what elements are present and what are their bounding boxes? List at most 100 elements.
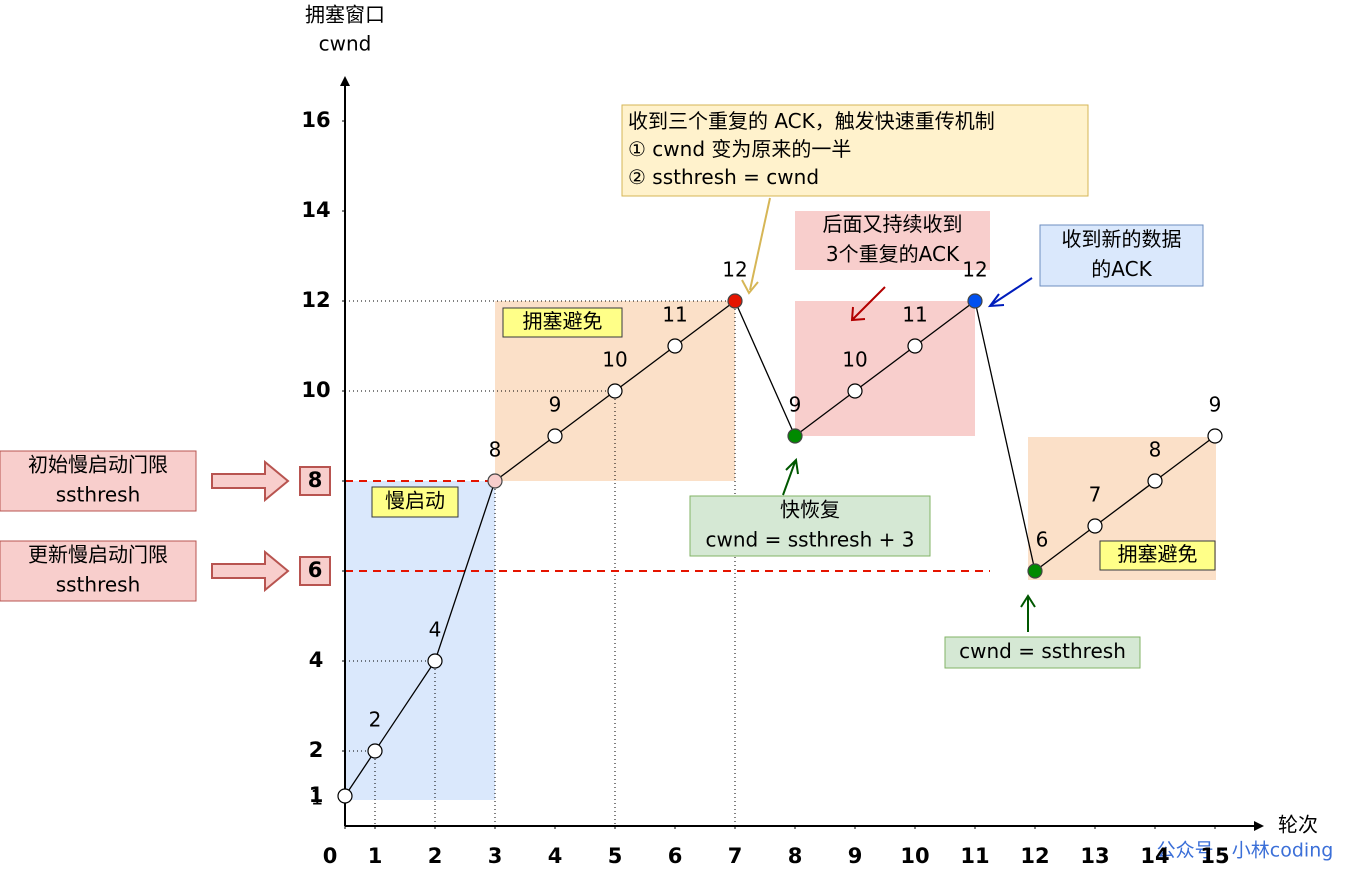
- annotation-text: 拥塞避免: [523, 309, 603, 333]
- point: [427, 653, 443, 669]
- annotation-box: [502, 307, 623, 338]
- point-label: 4: [429, 618, 442, 642]
- annotation-text: 的ACK: [1091, 257, 1152, 281]
- annotation-text: ① cwnd 变为原来的一半: [628, 137, 851, 161]
- point: [907, 338, 923, 354]
- point-label: 12: [722, 258, 747, 282]
- x-tick-label: 14: [1140, 844, 1169, 868]
- point: [487, 473, 503, 489]
- x-tick-label: 2: [428, 844, 443, 868]
- annotation-box: [689, 495, 931, 557]
- annotation-box: [0, 540, 197, 602]
- x-tick-label: 4: [548, 844, 563, 868]
- point: [547, 428, 563, 444]
- point: [367, 743, 383, 759]
- y-tick-label: 1: [309, 783, 324, 807]
- point-label: 1: [311, 786, 324, 810]
- callout-arrow: [741, 279, 759, 295]
- callout-arrow: [782, 457, 799, 496]
- annotation-text: ssthresh: [56, 573, 141, 597]
- annotation-text: 快恢复: [780, 498, 840, 522]
- annotations: 收到三个重复的 ACK，触发快速重传机制 ① cwnd 变为原来的一半 ② ssth…: [0, 104, 1216, 669]
- annotation-text: 3个重复的ACK: [826, 242, 960, 266]
- x-tick-label: 0: [323, 844, 338, 868]
- point-label: 6: [1036, 528, 1049, 552]
- point-label: 2: [369, 708, 382, 732]
- annotation-box: [0, 450, 197, 512]
- x-tick-label: 7: [728, 844, 743, 868]
- point-label: 12: [962, 258, 987, 282]
- point: [727, 293, 743, 309]
- point: [787, 428, 803, 444]
- x-tick-label: 15: [1200, 844, 1229, 868]
- point-label: 9: [1209, 393, 1222, 417]
- annotation-text: 收到新的数据: [1062, 227, 1182, 251]
- pointer-arrow: [211, 459, 290, 503]
- annotation-text: cwnd = ssthresh: [959, 639, 1126, 663]
- ssthresh-lines: [345, 480, 990, 572]
- point-label: 9: [789, 393, 802, 417]
- y-tick-label: 4: [309, 648, 324, 672]
- point: [967, 293, 983, 309]
- big-arrows: [211, 459, 290, 593]
- y-axis-title: cwnd: [319, 32, 372, 56]
- guides: [345, 300, 736, 826]
- y-axis-title: 拥塞窗口: [305, 3, 385, 27]
- annotation-text: 慢启动: [385, 489, 445, 513]
- callout-arrow: [987, 277, 1033, 308]
- annotation-box: [371, 486, 459, 518]
- x-tick-label: 12: [1020, 844, 1049, 868]
- point-label: 8: [1149, 438, 1162, 462]
- callout-arrow: [850, 286, 886, 322]
- y-tick-label: 8: [308, 468, 323, 492]
- cwnd-line: [344, 299, 1216, 797]
- callout-arrow: [1020, 594, 1036, 632]
- point-label: 7: [1089, 483, 1102, 507]
- annotation-text: 拥塞避免: [1118, 542, 1198, 566]
- small-arrows: [741, 197, 1036, 632]
- y-tick-label: 14: [301, 198, 330, 222]
- point: [667, 338, 683, 354]
- annotation-box: [944, 636, 1141, 669]
- x-axis-title: 轮次: [1278, 813, 1318, 837]
- watermark: 公众号 · 小林coding: [1157, 840, 1334, 862]
- point: [337, 788, 353, 804]
- annotation-box: [621, 104, 1089, 197]
- x-tick-label: 11: [960, 844, 989, 868]
- x-tick-label: 8: [788, 844, 803, 868]
- point: [847, 383, 863, 399]
- annotation-text: 初始慢启动门限: [28, 453, 168, 477]
- x-tick-label: 1: [368, 844, 383, 868]
- x-tick-label: 9: [848, 844, 863, 868]
- x-tick-label: 3: [488, 844, 503, 868]
- point-label: 10: [842, 348, 867, 372]
- y-tick-label: 2: [309, 738, 324, 762]
- point: [1147, 473, 1163, 489]
- point: [1027, 563, 1043, 579]
- point: [607, 383, 623, 399]
- annotation-box: [795, 211, 990, 270]
- y-tick-label: 16: [301, 108, 330, 132]
- y-tick-label: 12: [301, 288, 330, 312]
- annotation-box: [1039, 224, 1204, 287]
- point-label: 11: [662, 303, 687, 327]
- point-label: 11: [902, 303, 927, 327]
- annotation-box: [1099, 540, 1216, 571]
- annotation-text: ssthresh: [56, 483, 141, 507]
- x-tick-label: 5: [608, 844, 623, 868]
- y-tick-label: 6: [308, 558, 323, 582]
- tick-box: [299, 556, 331, 586]
- annotation-text: 后面又持续收到: [823, 212, 963, 236]
- point: [1207, 428, 1223, 444]
- y-tick-label: 10: [301, 378, 330, 402]
- point: [1087, 518, 1103, 534]
- point-label: 10: [602, 348, 627, 372]
- point-label: 8: [489, 438, 502, 462]
- pointer-arrow: [211, 549, 290, 593]
- x-tick-label: 6: [668, 844, 683, 868]
- annotation-text: 收到三个重复的 ACK，触发快速重传机制: [628, 109, 995, 133]
- annotation-text: ② ssthresh = cwnd: [628, 165, 819, 189]
- point-label: 9: [549, 393, 562, 417]
- x-tick-label: 13: [1080, 844, 1109, 868]
